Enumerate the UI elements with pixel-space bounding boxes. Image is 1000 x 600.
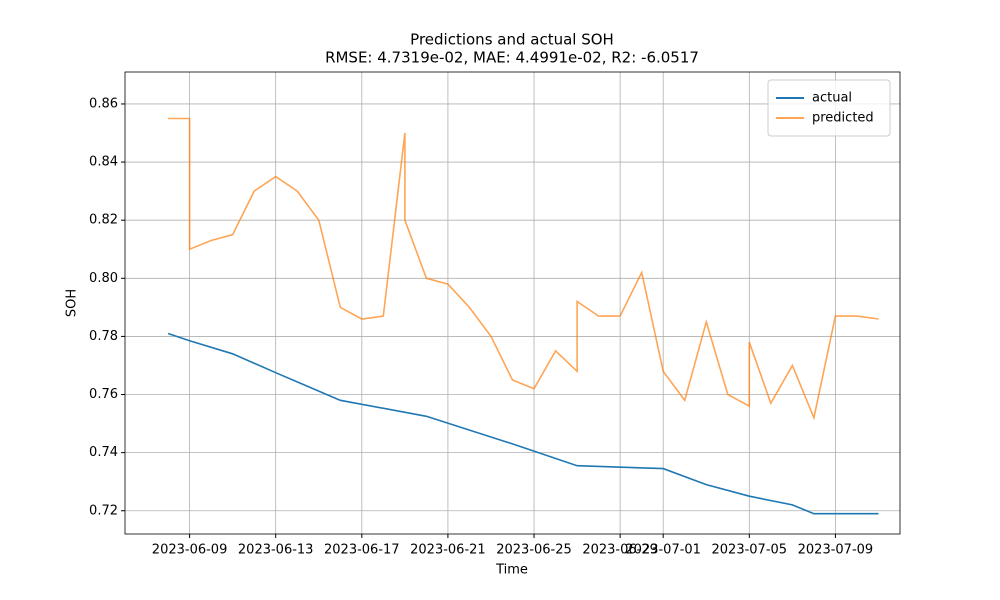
y-tick-label: 0.80 (89, 271, 118, 286)
series-line (167, 332, 879, 515)
y-tick-label: 0.84 (89, 155, 118, 170)
x-tick-label: 2023-06-21 (410, 543, 486, 558)
y-axis-label: SOH (65, 289, 80, 317)
x-tick-label: 2023-06-09 (152, 543, 228, 558)
legend-label: predicted (812, 111, 874, 126)
x-tick-label: 2023-07-01 (625, 543, 701, 558)
y-tick-label: 0.74 (89, 445, 118, 460)
x-tick-label: 2023-06-17 (324, 543, 400, 558)
x-tick-label: 2023-07-09 (798, 543, 874, 558)
x-tick-label: 2023-07-05 (712, 543, 788, 558)
x-axis-label: Time (495, 563, 528, 578)
y-tick-label: 0.72 (89, 503, 118, 518)
chart-subtitle: RMSE: 4.7319e-02, MAE: 4.4991e-02, R2: -… (325, 49, 699, 67)
x-tick-label: 2023-06-29 (582, 543, 658, 558)
y-tick-label: 0.86 (89, 96, 118, 111)
x-tick-label: 2023-06-25 (496, 543, 572, 558)
legend-box (767, 79, 891, 137)
x-tick-label: 2023-06-13 (238, 543, 314, 558)
y-tick-label: 0.78 (89, 329, 118, 344)
y-tick-label: 0.76 (89, 387, 118, 402)
y-tick-label: 0.82 (89, 213, 118, 228)
legend-label: actual (812, 91, 852, 106)
chart-title: Predictions and actual SOH (410, 31, 614, 49)
series-line (168, 117, 879, 421)
axes-frame (124, 71, 901, 535)
